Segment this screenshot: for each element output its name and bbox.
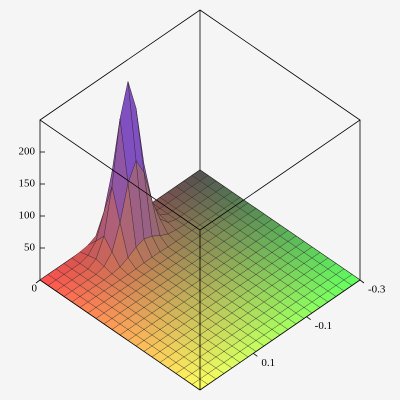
y-tick-label: -0.3	[368, 284, 386, 296]
x-tick-label: 0	[32, 283, 38, 295]
y-tick	[306, 316, 311, 320]
surface	[39, 81, 361, 391]
z-tick-label: 200	[19, 146, 36, 158]
box-edge	[199, 279, 361, 391]
box-front	[39, 9, 361, 391]
y-tick	[253, 353, 258, 357]
y-tick	[359, 279, 365, 284]
x-tick	[35, 279, 41, 284]
z-tick-label: 100	[19, 210, 36, 222]
y-tick-label: 0.1	[261, 357, 275, 369]
box-edge	[39, 279, 201, 391]
z-tick-label: 50	[24, 242, 36, 254]
axes: 50 100 150 200 0 0.1 -0.1 -0.3	[19, 146, 386, 369]
y-tick-label: -0.1	[315, 320, 332, 332]
z-tick-label: 150	[19, 178, 36, 190]
